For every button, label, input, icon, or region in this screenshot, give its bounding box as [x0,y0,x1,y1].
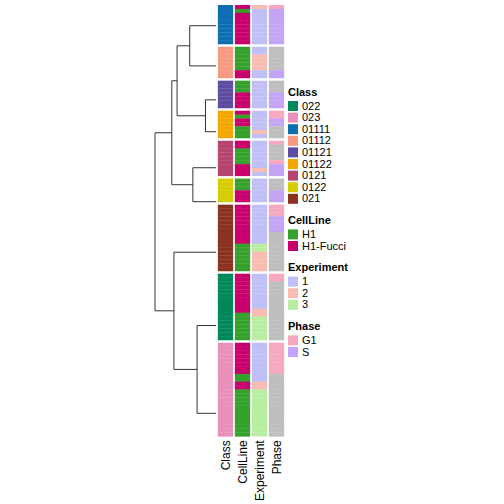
svg-text:1: 1 [302,275,308,287]
svg-text:H1-Fucci: H1-Fucci [302,240,346,252]
svg-text:Experiment: Experiment [253,440,267,501]
svg-text:2: 2 [302,287,308,299]
svg-text:H1: H1 [302,228,316,240]
svg-text:023: 023 [302,111,320,123]
svg-text:S: S [302,346,309,358]
svg-text:01122: 01122 [302,158,332,170]
svg-text:01111: 01111 [302,123,330,135]
svg-text:Phase: Phase [270,440,284,474]
svg-text:3: 3 [302,298,308,310]
svg-text:021: 021 [302,192,320,204]
svg-text:022: 022 [302,100,320,112]
svg-text:Phase: Phase [288,320,320,332]
svg-text:CellLine: CellLine [288,214,331,226]
svg-text:Class: Class [219,440,233,470]
svg-text:01112: 01112 [302,134,331,146]
svg-text:Class: Class [288,86,317,98]
svg-text:Experiment: Experiment [288,261,348,273]
svg-text:G1: G1 [302,334,317,346]
svg-text:0122: 0122 [302,181,326,193]
svg-text:01121: 01121 [302,146,332,158]
svg-text:CellLine: CellLine [236,440,250,484]
svg-text:0121: 0121 [302,169,326,181]
